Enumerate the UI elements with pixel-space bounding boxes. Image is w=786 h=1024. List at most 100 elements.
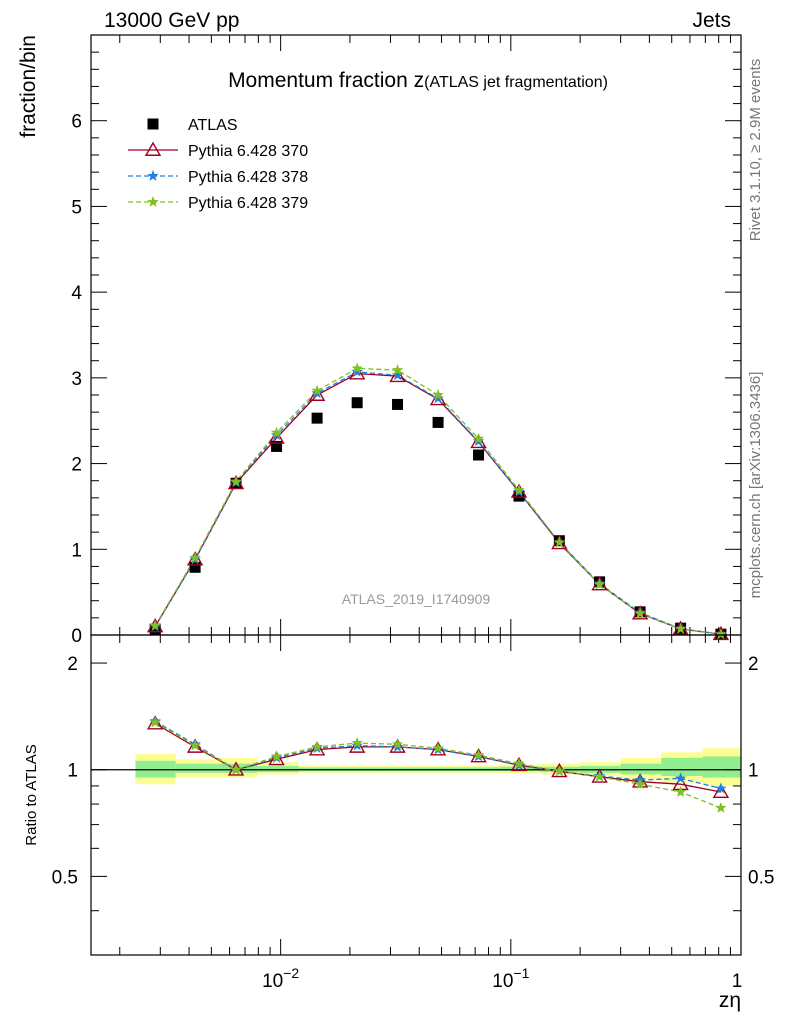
ratio-tick-label-right: 0.5 <box>748 867 774 888</box>
point-pythia-6-428-370-8 <box>470 433 487 449</box>
y-tick-label: 3 <box>71 369 82 390</box>
main-series-markers <box>146 362 730 641</box>
point-atlas-9 <box>513 490 525 502</box>
point-pythia-6-428-379-7 <box>432 389 444 400</box>
ratio-tick-label-left: 0.5 <box>52 867 78 888</box>
x-tick-label-base: 10 <box>492 971 513 992</box>
x-axis-label: zη <box>719 989 741 1012</box>
point-atlas-3 <box>271 440 283 452</box>
ratio-point-pythia-6-428-379-3 <box>270 750 283 762</box>
x-tick-label: 1 <box>732 971 743 992</box>
point-pythia-6-428-379-14 <box>715 628 727 640</box>
point-pythia-6-428-379-5 <box>351 362 363 374</box>
legend-marker <box>147 196 159 207</box>
ratio-point-pythia-6-428-379-9 <box>513 757 525 769</box>
point-atlas-1 <box>189 561 201 573</box>
legend-label: Pythia 6.428 378 <box>188 169 308 186</box>
legend-label: Pythia 6.428 379 <box>188 195 308 212</box>
point-pythia-6-428-379-12 <box>634 607 646 619</box>
y-tick-label: 0 <box>71 626 82 647</box>
ratio-point-pythia-6-428-370-12 <box>631 773 649 788</box>
y-tick-label: 1 <box>71 540 82 561</box>
point-pythia-6-428-378-6 <box>391 369 404 381</box>
ratio-point-pythia-6-428-370-3 <box>268 750 285 766</box>
ratio-tick-label-right: 2 <box>748 654 759 675</box>
y-tick-label: 4 <box>71 283 82 304</box>
point-pythia-6-428-379-2 <box>230 475 242 487</box>
point-pythia-6-428-370-2 <box>227 474 245 490</box>
y-tick-label: 5 <box>71 197 82 218</box>
y-tick-label: 6 <box>71 112 82 133</box>
band-green-13 <box>661 757 703 777</box>
analysis-watermark: ATLAS_2019_I1740909 <box>342 591 491 607</box>
ratio-point-pythia-6-428-370-14 <box>712 783 730 798</box>
rivet-label: Rivet 3.1.10, ≥ 2.9M events <box>747 59 764 242</box>
legend-label: ATLAS <box>188 117 238 134</box>
ratio-point-pythia-6-428-378-13 <box>674 772 687 784</box>
band-green-1 <box>175 763 218 773</box>
point-pythia-6-428-370-7 <box>429 390 447 406</box>
ratio-point-pythia-6-428-379-13 <box>674 786 687 797</box>
point-atlas-4 <box>311 412 323 424</box>
chart-title: Momentum fraction z(ATLAS jet fragmentat… <box>228 69 608 92</box>
chart-title-sub: (ATLAS jet fragmentation) <box>424 74 608 91</box>
band-green-12 <box>620 763 662 775</box>
ratio-point-pythia-6-428-379-14 <box>715 802 727 813</box>
ratio-point-pythia-6-428-378-14 <box>715 782 727 794</box>
chart-title-main: Momentum fraction z <box>228 69 424 92</box>
legend-item-atlas: ATLAS <box>147 117 238 134</box>
point-pythia-6-428-378-7 <box>432 392 444 404</box>
ratio-point-pythia-6-428-370-5 <box>348 738 366 753</box>
ratio-point-pythia-6-428-379-2 <box>230 763 242 775</box>
x-tick-label-base: 10 <box>262 971 283 992</box>
point-pythia-6-428-379-8 <box>472 432 485 444</box>
point-atlas-5 <box>351 397 363 409</box>
point-pythia-6-428-379-10 <box>553 536 566 548</box>
x-tick-label-exponent: −2 <box>283 965 299 981</box>
point-pythia-6-428-379-3 <box>270 426 283 438</box>
point-pythia-6-428-370-6 <box>389 367 406 383</box>
ratio-point-pythia-6-428-379-11 <box>593 770 606 782</box>
x-tick-label: 10−2 <box>262 965 299 992</box>
ratio-point-pythia-6-428-379-8 <box>472 749 485 760</box>
ratio-tick-label-left: 1 <box>67 761 78 782</box>
ratio-point-pythia-6-428-379-10 <box>553 765 566 777</box>
ratio-point-pythia-6-428-379-5 <box>351 737 363 748</box>
point-pythia-6-428-379-11 <box>593 578 606 590</box>
ratio-point-pythia-6-428-379-4 <box>311 740 323 752</box>
ratio-point-pythia-6-428-379-1 <box>189 739 201 751</box>
ratio-point-pythia-6-428-379-0 <box>149 716 161 728</box>
legend-marker <box>147 170 159 181</box>
header-right: Jets <box>692 9 731 32</box>
legend-item-pythia-6-428-370: Pythia 6.428 370 <box>128 141 308 160</box>
x-tick-label: 10−1 <box>492 965 529 992</box>
legend-marker <box>144 141 162 156</box>
legend-marker <box>147 118 159 130</box>
point-pythia-6-428-370-10 <box>551 534 568 550</box>
point-pythia-6-428-379-4 <box>311 384 323 396</box>
header-left: 13000 GeV pp <box>104 9 239 32</box>
point-atlas-6 <box>392 398 404 410</box>
y-tick-label: 2 <box>71 455 82 476</box>
band-green-3 <box>257 765 299 773</box>
point-atlas-8 <box>473 449 485 461</box>
point-atlas-0 <box>149 623 161 635</box>
band-green-9 <box>500 766 541 772</box>
legend-item-pythia-6-428-378: Pythia 6.428 378 <box>128 169 308 186</box>
point-pythia-6-428-379-0 <box>149 619 161 631</box>
ratio-point-pythia-6-428-370-0 <box>146 715 164 730</box>
ratio-point-pythia-6-428-379-12 <box>634 778 646 790</box>
point-atlas-7 <box>432 416 444 428</box>
point-pythia-6-428-379-6 <box>391 364 404 375</box>
legend-label: Pythia 6.428 370 <box>188 143 308 160</box>
ratio-series-markers <box>146 715 730 813</box>
legend: ATLAS Pythia 6.428 370 Pythia 6.428 378 Pyt… <box>128 117 308 212</box>
ratio-point-pythia-6-428-370-4 <box>308 741 326 756</box>
x-tick-label-exponent: −1 <box>513 965 529 981</box>
ratio-plot-frame <box>90 634 742 956</box>
ratio-point-pythia-6-428-379-7 <box>432 742 444 754</box>
x-tick-label-base: 1 <box>732 971 743 992</box>
point-pythia-6-428-370-3 <box>268 429 285 444</box>
